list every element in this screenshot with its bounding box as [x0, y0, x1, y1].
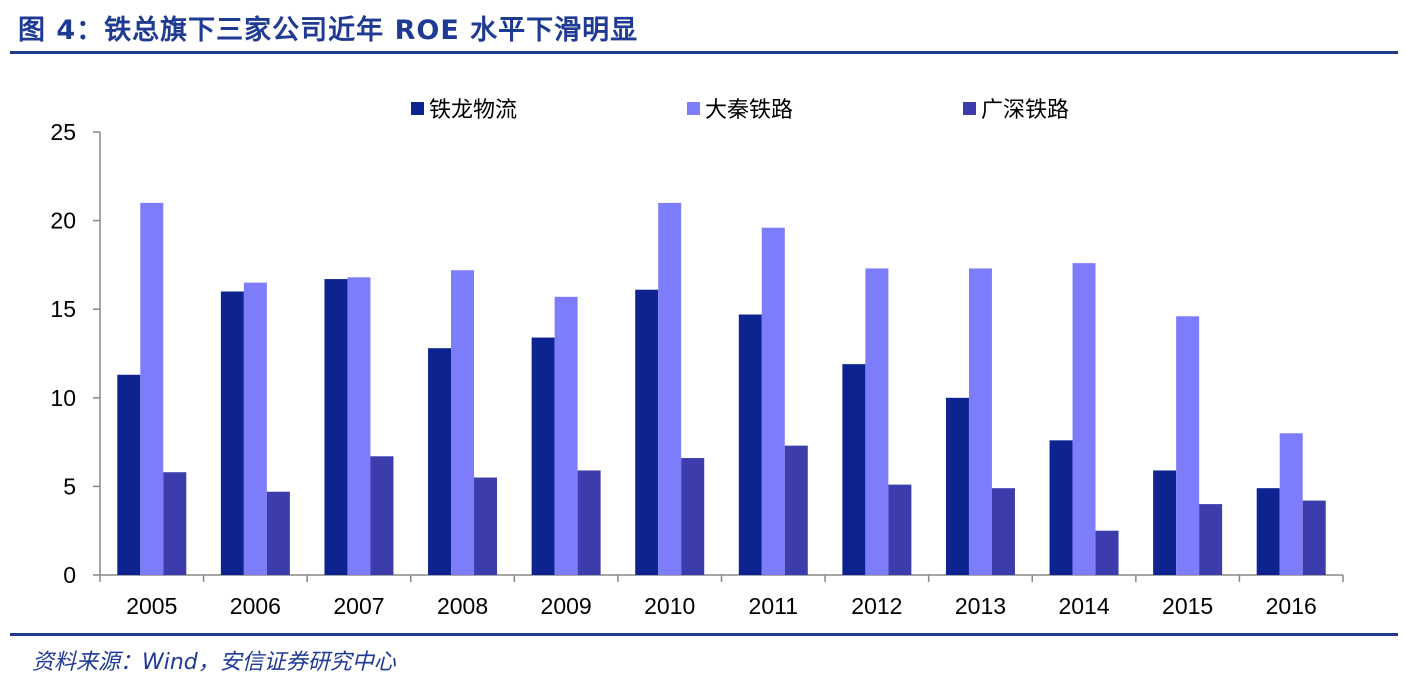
bar-2012-series-1: [865, 268, 889, 575]
legend-swatch: [963, 102, 976, 115]
title-divider: [10, 51, 1398, 54]
y-tick-label: 5: [63, 473, 76, 499]
y-tick-label: 10: [50, 385, 76, 411]
y-tick-label: 20: [50, 208, 76, 234]
bar-2006-series-2: [266, 491, 290, 575]
bar-2005-series-0: [117, 374, 141, 575]
bar-2006-series-1: [243, 282, 267, 575]
bar-2012-series-2: [888, 484, 912, 575]
bar-2010-series-1: [658, 202, 682, 575]
legend-label: 铁龙物流: [429, 98, 517, 123]
source-note: 资料来源：Wind，安信证券研究中心: [32, 650, 396, 675]
bar-2008-series-0: [428, 348, 452, 575]
bar-2007-series-2: [370, 456, 394, 575]
x-tick-label: 2007: [333, 593, 384, 619]
x-tick-label: 2014: [1058, 593, 1109, 619]
bar-2005-series-2: [163, 472, 187, 575]
x-tick-label: 2009: [541, 593, 592, 619]
bar-2008-series-2: [474, 477, 498, 575]
y-tick-label: 25: [50, 119, 76, 145]
axes: [93, 131, 1344, 582]
legend-swatch: [687, 102, 700, 115]
x-tick-label: 2011: [749, 593, 798, 619]
bars: [117, 202, 1326, 576]
bar-2012-series-0: [842, 364, 866, 575]
bar-2015-series-1: [1176, 316, 1200, 575]
footer-divider: [10, 633, 1398, 636]
tick-labels: 0 5 10 15 20 25 2005 2006 2007 2008 2009 2010 2011 20…: [50, 119, 1316, 619]
bar-2014-series-1: [1072, 263, 1096, 575]
x-tick-label: 2015: [1162, 593, 1213, 619]
bar-2014-series-0: [1049, 440, 1073, 575]
x-tick-label: 2008: [437, 593, 488, 619]
bar-2015-series-2: [1199, 504, 1223, 575]
bar-2014-series-2: [1095, 530, 1119, 575]
bar-2016-series-1: [1279, 433, 1303, 575]
chart-title: 图 4：铁总旗下三家公司近年 ROE 水平下滑明显: [18, 15, 639, 46]
bar-2009-series-0: [531, 337, 555, 575]
y-tick-label: 0: [63, 562, 76, 588]
bar-2008-series-1: [451, 270, 475, 575]
bar-2016-series-0: [1256, 488, 1280, 575]
legend: 铁龙物流 大秦铁路 广深铁路: [411, 98, 1069, 123]
x-tick-label: 2006: [230, 593, 281, 619]
bar-2006-series-0: [220, 291, 244, 575]
bar-2013-series-0: [945, 397, 969, 575]
bar-2010-series-2: [681, 458, 705, 575]
x-tick-label: 2013: [955, 593, 1006, 619]
bar-2009-series-2: [577, 470, 601, 575]
x-tick-label: 2012: [851, 593, 902, 619]
x-tick-label: 2010: [644, 593, 695, 619]
bar-2007-series-1: [347, 277, 371, 575]
bar-2013-series-1: [968, 268, 992, 575]
legend-label: 大秦铁路: [705, 98, 793, 123]
bar-2015-series-0: [1153, 470, 1177, 575]
bar-2010-series-0: [635, 289, 659, 575]
bar-chart: 铁龙物流 大秦铁路 广深铁路 0 5 10 15 20 25 2005 2006 2007 2008 2…: [50, 98, 1344, 619]
bar-2011-series-1: [761, 227, 785, 576]
x-tick-label: 2016: [1266, 593, 1317, 619]
bar-2007-series-0: [324, 279, 348, 575]
bar-2013-series-2: [991, 488, 1015, 575]
bar-2005-series-1: [140, 202, 164, 575]
bar-2011-series-0: [738, 314, 762, 575]
bar-2011-series-2: [784, 445, 808, 575]
legend-label: 广深铁路: [981, 98, 1069, 123]
bar-2009-series-1: [554, 296, 578, 575]
legend-swatch: [411, 102, 424, 115]
x-tick-label: 2005: [126, 593, 177, 619]
y-tick-label: 15: [50, 296, 76, 322]
bar-2016-series-2: [1302, 500, 1326, 575]
